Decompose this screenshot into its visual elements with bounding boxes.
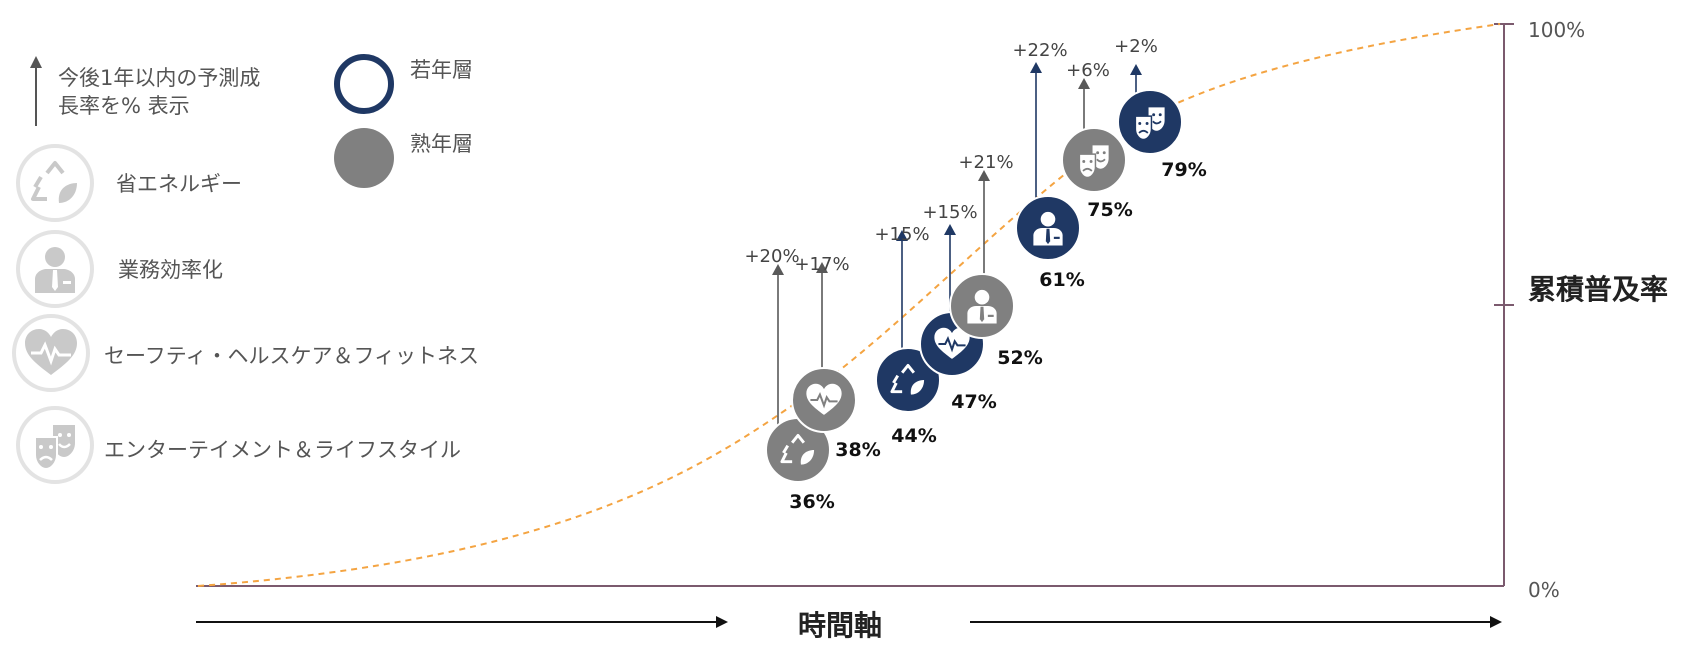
entertainment-category-icon [16, 406, 94, 484]
adoption-curve [197, 23, 1501, 587]
business-category-icon [16, 230, 94, 308]
growth-arrow-head [944, 224, 956, 235]
theater-masks-icon [34, 425, 75, 471]
growth-arrow-legend-label: 今後1年以内の予測成 長率を% 表示 [58, 64, 260, 120]
adoption-value-label: 79% [1161, 159, 1206, 181]
adoption-marker-health [791, 367, 857, 433]
adoption-value-label: 44% [891, 425, 936, 447]
health-category-label: セーフティ・ヘルスケア＆フィットネス [104, 344, 480, 368]
adoption-marker-circle [875, 347, 941, 413]
y-axis-top-label: 100% [1528, 18, 1586, 42]
adoption-marker-business [949, 273, 1015, 339]
mature-legend-marker [334, 128, 394, 188]
adoption-value-label: 47% [951, 391, 996, 413]
adoption-value-label: 36% [789, 491, 834, 513]
adoption-marker-entertainment [1117, 89, 1183, 155]
growth-value-label: +22% [1012, 40, 1067, 61]
growth-arrow-head [816, 262, 828, 273]
growth-arrow-head [1078, 78, 1090, 89]
time-arrow-left-head [716, 616, 728, 628]
growth-value-label: +17% [794, 254, 849, 275]
y-axis-title: 累積普及率 [1528, 273, 1669, 306]
growth-arrow-head [978, 170, 990, 181]
growth-value-label: +15% [874, 224, 929, 245]
adoption-value-label: 61% [1039, 269, 1084, 291]
growth-arrow-legend-line1: 今後1年以内の予測成 [58, 66, 261, 90]
growth-value-label: +21% [958, 152, 1013, 173]
businessman-icon [35, 247, 75, 293]
mature-legend-label: 熟年層 [410, 132, 473, 156]
entertainment-category-label: エンターテイメント＆ライフスタイル [104, 438, 461, 462]
adoption-marker-energy [875, 347, 941, 413]
growth-arrow-head [896, 230, 908, 241]
growth-value-label: +20% [744, 246, 799, 267]
energy-category-label: 省エネルギー [116, 172, 242, 196]
growth-arrow-head [1130, 64, 1142, 75]
growth-value-label: +2% [1114, 36, 1158, 57]
business-category-label: 業務効率化 [118, 258, 223, 282]
adoption-value-label: 75% [1087, 199, 1132, 221]
young-legend-marker [334, 54, 394, 114]
growth-arrow-head [772, 264, 784, 275]
y-axis-bottom-label: 0% [1528, 578, 1560, 602]
adoption-marker-business [1015, 195, 1081, 261]
recycle-leaf-icon [31, 161, 77, 203]
growth-value-label: +15% [922, 202, 977, 223]
energy-category-icon [16, 144, 94, 222]
adoption-value-label: 52% [997, 347, 1042, 369]
heart-pulse-icon [25, 329, 77, 375]
growth-value-label: +6% [1066, 60, 1110, 81]
health-category-icon [12, 314, 90, 392]
adoption-value-label: 38% [835, 439, 880, 461]
growth-arrow-legend-icon [30, 56, 42, 126]
adoption-marker-entertainment [1061, 127, 1127, 193]
adoption-markers: 44% +15% 47% +15% 61% +22% 79% +2% 36% +20% 38% +17… [744, 36, 1206, 513]
young-legend-label: 若年層 [410, 58, 473, 82]
time-arrow-right-head [1490, 616, 1502, 628]
growth-arrow-head [1030, 62, 1042, 73]
growth-arrow-legend-line2: 長率を% 表示 [58, 94, 190, 118]
x-axis-title: 時間軸 [798, 609, 883, 642]
